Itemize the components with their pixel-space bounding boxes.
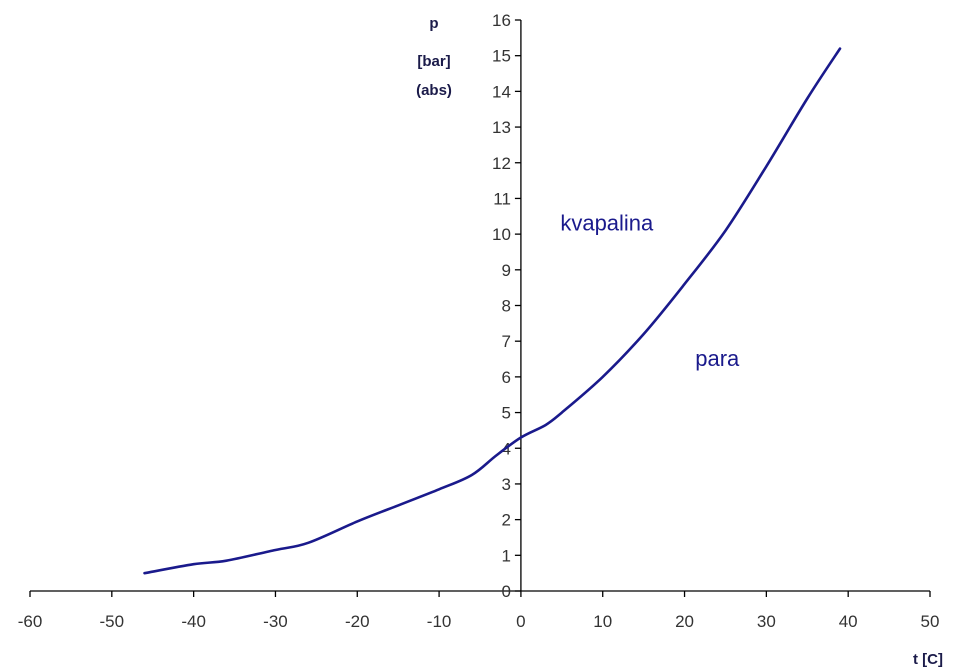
y-tick-label: 6 <box>501 368 510 387</box>
y-tick-label: 7 <box>501 332 510 351</box>
series-group <box>143 47 842 575</box>
y-tick-label: 3 <box>501 475 510 494</box>
x-tick-label: 20 <box>675 612 694 631</box>
x-tick-label: 40 <box>839 612 858 631</box>
x-tick-label: 50 <box>921 612 940 631</box>
x-tick-label: -10 <box>427 612 452 631</box>
x-tick-label: 0 <box>516 612 525 631</box>
x-tick-label: 10 <box>593 612 612 631</box>
y-tick-label: 5 <box>501 404 510 423</box>
y-axis-label-line-3: (abs) <box>416 82 452 99</box>
x-tick-label: -40 <box>181 612 206 631</box>
x-axis-label: t [C] <box>913 651 943 668</box>
y-tick-label: 11 <box>493 189 511 208</box>
y-axis-label-line-2: [bar] <box>417 53 450 70</box>
y-tick-label: 8 <box>501 297 510 316</box>
y-tick-label: 0 <box>501 582 510 601</box>
x-axis: -60 -50 -40 -30 -20 -10 0 10 20 30 40 50 <box>18 590 940 631</box>
x-tick-label: -20 <box>345 612 370 631</box>
x-tick-label: -30 <box>263 612 288 631</box>
x-tick-label: 30 <box>757 612 776 631</box>
y-tick-label: 15 <box>492 47 511 66</box>
annotation-label-1: para <box>695 346 740 371</box>
y-tick-label: 9 <box>501 261 510 280</box>
y-tick-label: 12 <box>492 154 511 173</box>
series-line-0 <box>143 47 842 575</box>
y-tick-label: 2 <box>501 511 510 530</box>
x-tick-label: -60 <box>18 612 43 631</box>
y-tick-label: 14 <box>492 82 511 101</box>
y-tick-label: 10 <box>492 225 511 244</box>
y-axis-label-line-1: p <box>429 15 438 32</box>
annotations: kvapalina para <box>560 211 740 372</box>
y-tick-label: 13 <box>492 118 511 137</box>
y-tick-label: 1 <box>501 546 510 565</box>
x-tick-label: -50 <box>100 612 125 631</box>
y-tick-label: 16 <box>492 11 511 30</box>
annotation-label-0: kvapalina <box>560 211 654 236</box>
